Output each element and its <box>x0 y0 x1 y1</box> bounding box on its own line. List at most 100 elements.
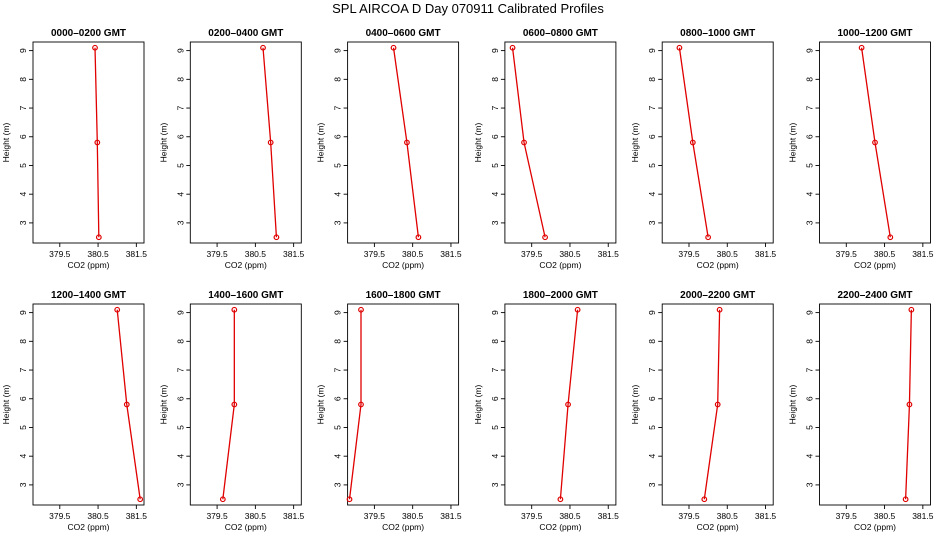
y-tick-label: 3 <box>490 482 500 487</box>
x-tick-label: 379.5 <box>521 511 543 521</box>
y-axis-label: Height (m) <box>630 123 640 163</box>
y-tick-label: 6 <box>490 134 500 139</box>
x-tick-label: 379.5 <box>521 249 543 259</box>
y-tick-label: 5 <box>18 163 28 168</box>
plot-frame <box>32 303 145 506</box>
panel-title: 0800–1000 GMT <box>680 28 755 39</box>
y-tick-label: 5 <box>175 163 185 168</box>
y-tick-label: 5 <box>175 425 185 430</box>
y-tick-label: 7 <box>805 367 815 372</box>
y-axis-label: Height (m) <box>316 123 326 163</box>
x-tick-label: 379.5 <box>206 249 228 259</box>
profile-line <box>222 309 235 500</box>
panel-title: 0200–0400 GMT <box>208 28 283 39</box>
data-point <box>95 234 102 241</box>
data-point <box>219 496 226 503</box>
data-point <box>346 496 353 503</box>
x-axis-label: CO2 (ppm) <box>225 522 267 532</box>
data-point <box>94 139 101 146</box>
y-tick-label: 8 <box>175 339 185 344</box>
y-tick-label: 4 <box>647 454 657 459</box>
y-tick-label: 8 <box>805 339 815 344</box>
y-tick-label: 7 <box>18 105 28 110</box>
y-tick-label: 8 <box>18 339 28 344</box>
x-tick-label: 379.5 <box>206 511 228 521</box>
y-tick-label: 7 <box>18 367 28 372</box>
y-tick-label: 8 <box>18 77 28 82</box>
y-tick-label: 3 <box>333 220 343 225</box>
y-tick-label: 5 <box>647 425 657 430</box>
data-point <box>689 139 696 146</box>
data-point <box>902 496 909 503</box>
y-tick-label: 3 <box>175 482 185 487</box>
y-axis-label: Height (m) <box>473 385 483 425</box>
y-tick-label: 9 <box>490 310 500 315</box>
figure-title: SPL AIRCOA D Day 070911 Calibrated Profi… <box>332 1 604 16</box>
y-tick-label: 7 <box>333 367 343 372</box>
profile-panel: 0000–0200 GMT 379.5 380.5 381.5 3 4 5 6 7 8 9 CO2 (… <box>1 28 147 270</box>
data-point <box>521 139 527 146</box>
y-tick-label: 9 <box>18 48 28 53</box>
y-tick-label: 7 <box>647 105 657 110</box>
data-point <box>231 401 238 408</box>
y-axis-label: Height (m) <box>630 385 640 425</box>
y-tick-label: 8 <box>647 77 657 82</box>
y-tick-label: 3 <box>175 220 185 225</box>
plot-frame <box>347 303 460 506</box>
y-axis-label: Height (m) <box>158 123 168 163</box>
profile-line <box>678 47 709 238</box>
y-tick-label: 7 <box>490 105 500 110</box>
x-axis-label: CO2 (ppm) <box>854 260 896 270</box>
data-point <box>273 234 280 241</box>
y-axis-label: Height (m) <box>1 385 11 425</box>
y-tick-label: 4 <box>175 454 185 459</box>
y-tick-label: 9 <box>647 310 657 315</box>
data-point <box>676 44 683 51</box>
plot-frame <box>661 303 774 506</box>
profile-line <box>559 309 579 500</box>
y-tick-label: 6 <box>647 396 657 401</box>
y-tick-label: 5 <box>333 163 343 168</box>
x-tick-label: 381.5 <box>440 511 462 521</box>
y-tick-label: 4 <box>18 192 28 197</box>
y-tick-label: 5 <box>490 425 500 430</box>
panel-title: 0000–0200 GMT <box>51 28 126 39</box>
plot-frame <box>347 41 460 244</box>
y-tick-label: 3 <box>18 482 28 487</box>
x-tick-label: 380.5 <box>559 511 581 521</box>
y-tick-label: 6 <box>805 396 815 401</box>
y-tick-label: 5 <box>18 425 28 430</box>
y-tick-label: 5 <box>333 425 343 430</box>
data-point <box>358 401 364 408</box>
y-tick-label: 9 <box>175 310 185 315</box>
data-point <box>701 496 708 503</box>
x-axis-label: CO2 (ppm) <box>67 522 109 532</box>
y-tick-label: 3 <box>647 220 657 225</box>
y-tick-label: 6 <box>805 134 815 139</box>
y-tick-label: 9 <box>333 48 343 53</box>
y-tick-label: 6 <box>647 134 657 139</box>
profile-panel: 1200–1400 GMT 379.5 380.5 381.5 3 4 5 6 7 8 9 CO2 (… <box>1 290 147 532</box>
x-tick-label: 381.5 <box>598 249 620 259</box>
x-axis-label: CO2 (ppm) <box>67 260 109 270</box>
data-point <box>542 234 548 241</box>
panel-title: 1200–1400 GMT <box>51 290 126 301</box>
data-point <box>415 234 422 241</box>
x-tick-label: 381.5 <box>912 249 934 259</box>
y-tick-label: 4 <box>333 454 343 459</box>
x-tick-label: 380.5 <box>245 511 267 521</box>
x-tick-label: 380.5 <box>874 249 896 259</box>
x-tick-label: 380.5 <box>717 511 739 521</box>
y-tick-label: 6 <box>175 134 185 139</box>
data-point <box>267 139 274 146</box>
data-point <box>908 306 915 313</box>
y-tick-label: 3 <box>18 220 28 225</box>
data-point <box>887 234 894 241</box>
panel-grid: 0000–0200 GMT 379.5 380.5 381.5 3 4 5 6 7 8 9 CO2 (… <box>1 28 934 532</box>
y-tick-label: 6 <box>18 134 28 139</box>
y-axis-label: Height (m) <box>316 385 326 425</box>
data-point <box>705 234 712 241</box>
y-tick-label: 8 <box>805 77 815 82</box>
x-tick-label: 379.5 <box>49 249 71 259</box>
